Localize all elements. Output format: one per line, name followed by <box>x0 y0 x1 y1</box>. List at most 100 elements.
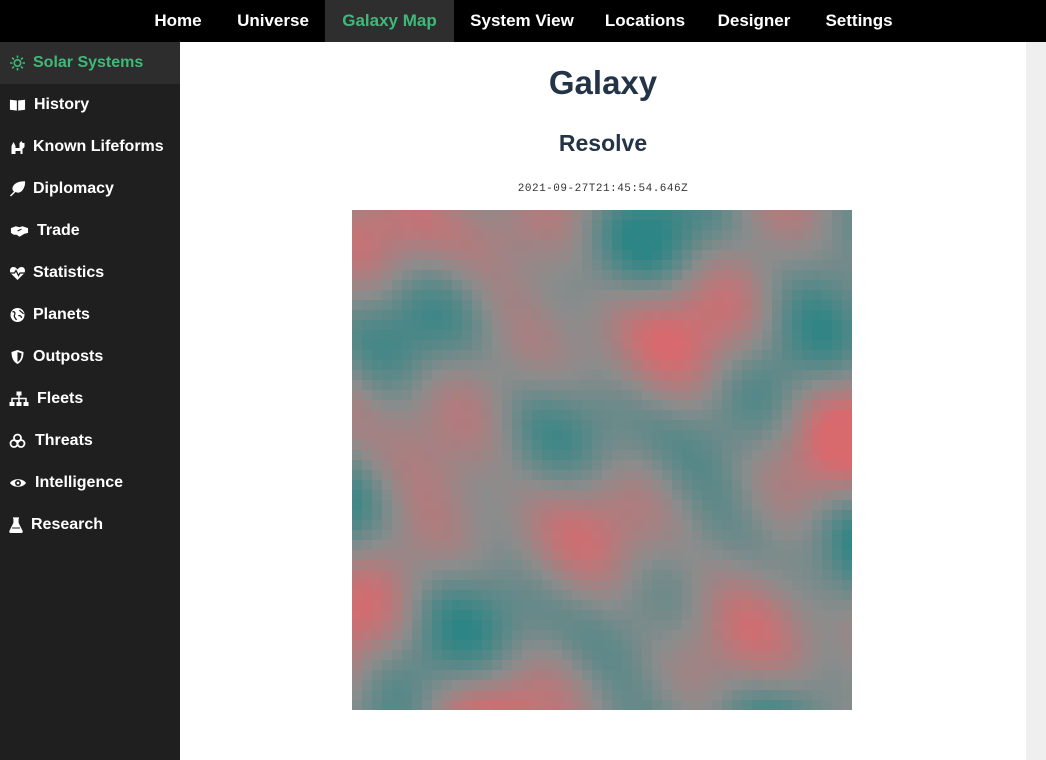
map-cell <box>802 680 812 690</box>
map-cell <box>762 590 772 600</box>
map-cell <box>482 370 492 380</box>
map-cell <box>532 440 542 450</box>
map-cell <box>462 550 472 560</box>
map-cell <box>652 510 662 520</box>
map-cell <box>572 690 582 700</box>
map-cell <box>812 450 822 460</box>
map-cell <box>542 340 552 350</box>
map-cell <box>762 420 772 430</box>
sidebar-item-history[interactable]: History <box>0 84 180 126</box>
map-cell <box>672 480 682 490</box>
map-cell <box>432 300 442 310</box>
map-cell <box>632 320 642 330</box>
map-cell <box>492 240 502 250</box>
map-cell <box>412 380 422 390</box>
map-cell <box>782 300 792 310</box>
map-cell <box>432 430 442 440</box>
tab-system-view[interactable]: System View <box>470 11 574 30</box>
map-cell <box>652 350 662 360</box>
map-cell <box>682 510 692 520</box>
sidebar-item-planets[interactable]: Planets <box>0 294 180 336</box>
sidebar: Solar Systems History Known Lifeforms Di… <box>0 42 180 760</box>
map-cell <box>542 270 552 280</box>
map-cell <box>362 640 372 650</box>
map-cell <box>652 660 662 670</box>
map-cell <box>552 460 562 470</box>
sidebar-item-fleets[interactable]: Fleets <box>0 378 180 420</box>
map-cell <box>442 520 452 530</box>
map-cell <box>462 490 472 500</box>
map-cell <box>582 290 592 300</box>
map-cell <box>392 410 402 420</box>
map-cell <box>782 240 792 250</box>
map-cell <box>712 500 722 510</box>
galaxy-map[interactable] <box>352 210 852 710</box>
map-cell <box>372 390 382 400</box>
map-cell <box>442 420 452 430</box>
map-cell <box>642 500 652 510</box>
map-cell <box>572 500 582 510</box>
map-cell <box>532 690 542 700</box>
map-cell <box>712 280 722 290</box>
sidebar-item-threats[interactable]: Threats <box>0 420 180 462</box>
map-cell <box>602 420 612 430</box>
map-cell <box>632 700 642 710</box>
sidebar-item-intelligence[interactable]: Intelligence <box>0 462 180 504</box>
map-cell <box>492 440 502 450</box>
map-cell <box>692 420 702 430</box>
map-cell <box>532 580 542 590</box>
map-cell <box>492 390 502 400</box>
tab-home[interactable]: Home <box>154 11 202 30</box>
map-cell <box>452 480 462 490</box>
map-cell <box>802 550 812 560</box>
map-cell <box>572 550 582 560</box>
map-cell <box>512 680 522 690</box>
scrollbar[interactable] <box>1026 42 1046 760</box>
map-cell <box>492 500 502 510</box>
map-cell <box>592 550 602 560</box>
map-cell <box>412 300 422 310</box>
map-cell <box>792 590 802 600</box>
sidebar-item-research[interactable]: Research <box>0 504 180 546</box>
map-cell <box>562 270 572 280</box>
map-cell <box>422 680 432 690</box>
map-cell <box>582 610 592 620</box>
map-cell <box>592 360 602 370</box>
page-title: Galaxy <box>548 64 658 101</box>
sidebar-item-known-lifeforms[interactable]: Known Lifeforms <box>0 126 180 168</box>
sidebar-item-trade[interactable]: Trade <box>0 210 180 252</box>
sidebar-item-statistics[interactable]: Statistics <box>0 252 180 294</box>
sidebar-item-solar-systems[interactable]: Solar Systems <box>0 42 180 84</box>
tab-galaxy-map[interactable]: Galaxy Map <box>325 0 454 42</box>
map-cell <box>672 670 682 680</box>
tab-locations[interactable]: Locations <box>604 11 686 30</box>
map-cell <box>562 340 572 350</box>
map-cell <box>822 490 832 500</box>
map-cell <box>522 700 532 710</box>
map-cell <box>682 430 692 440</box>
map-cell <box>802 460 812 470</box>
map-cell <box>692 510 702 520</box>
map-cell <box>482 210 492 220</box>
map-cell <box>612 430 622 440</box>
map-cell <box>842 370 852 380</box>
map-cell <box>802 370 812 380</box>
map-cell <box>762 410 772 420</box>
map-cell <box>522 660 532 670</box>
map-cell <box>582 260 592 270</box>
map-cell <box>712 210 722 220</box>
tab-settings[interactable]: Settings <box>825 11 893 30</box>
galaxy-map-canvas[interactable] <box>352 210 852 710</box>
map-cell <box>372 350 382 360</box>
sidebar-item-diplomacy[interactable]: Diplomacy <box>0 168 180 210</box>
tab-universe[interactable]: Universe <box>237 11 309 30</box>
map-cell <box>382 340 392 350</box>
map-cell <box>642 490 652 500</box>
map-cell <box>652 300 662 310</box>
sidebar-item-outposts[interactable]: Outposts <box>0 336 180 378</box>
tab-designer[interactable]: Designer <box>717 11 791 30</box>
map-cell <box>752 350 762 360</box>
map-cell <box>362 420 372 430</box>
map-cell <box>362 380 372 390</box>
map-cell <box>462 300 472 310</box>
